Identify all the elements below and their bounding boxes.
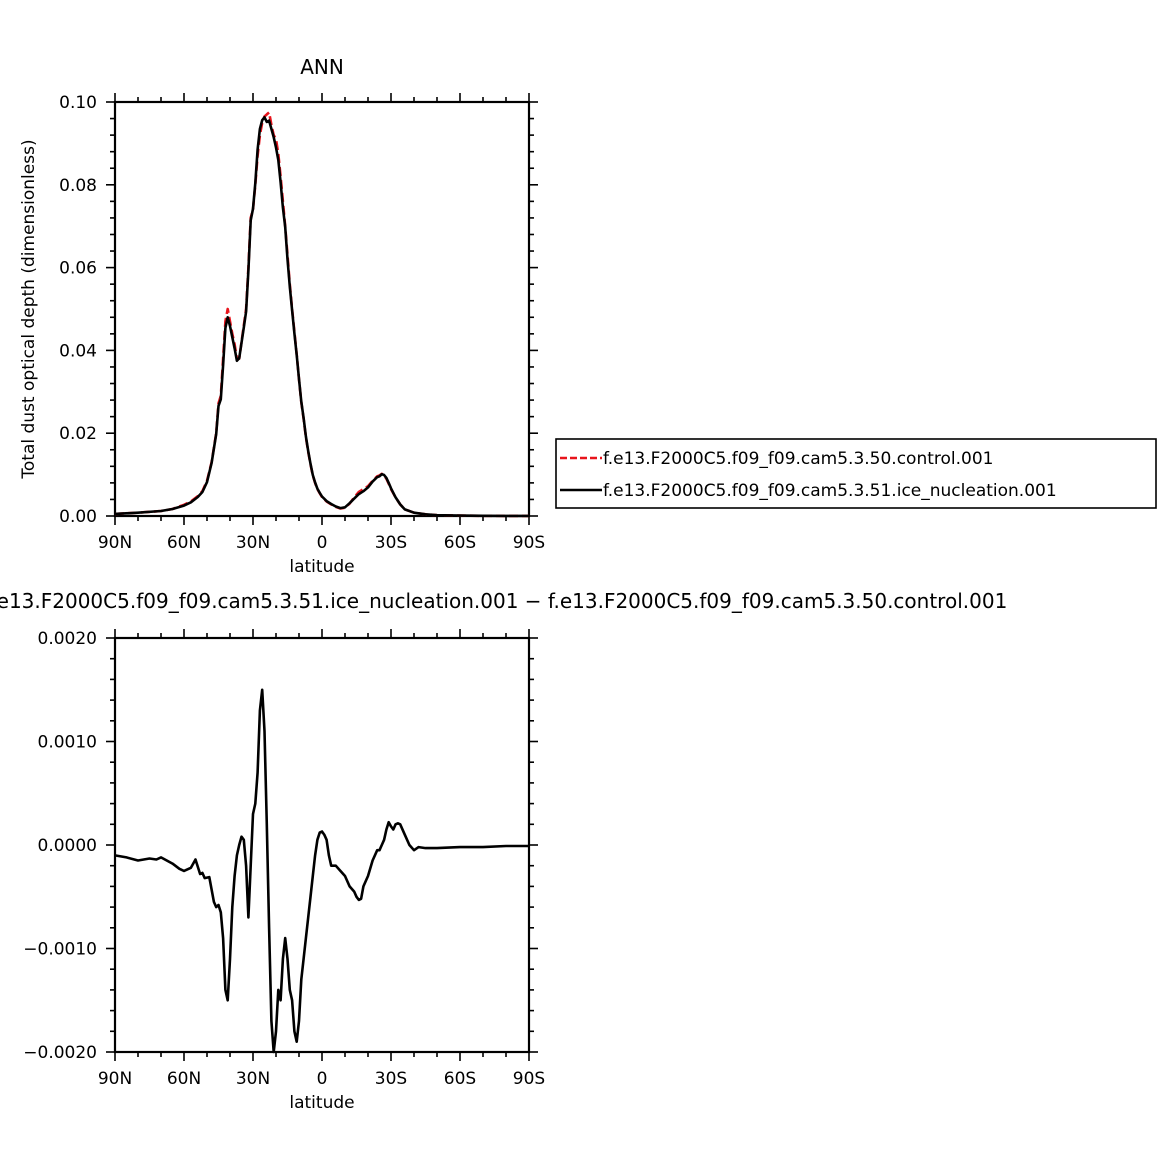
x-tick-label: 60N bbox=[167, 533, 201, 553]
chart-title: ANN bbox=[300, 55, 344, 79]
x-tick-label: 60S bbox=[444, 533, 476, 553]
y-tick-label: 0.0010 bbox=[38, 733, 97, 753]
x-tick-label: 30S bbox=[375, 533, 407, 553]
x-tick-label: 30N bbox=[236, 1069, 270, 1089]
x-tick-label: 90N bbox=[98, 1069, 132, 1089]
y-tick-label: 0.0020 bbox=[38, 629, 97, 649]
x-axis-label: latitude bbox=[289, 557, 354, 577]
series-line-1 bbox=[114, 116, 529, 518]
y-tick-label: 0.04 bbox=[59, 341, 97, 361]
x-tick-label: 30N bbox=[236, 533, 270, 553]
legend-label-0: f.e13.F2000C5.f09_f09.cam5.3.50.control.… bbox=[603, 449, 994, 469]
series-line-0 bbox=[114, 688, 529, 1054]
y-tick-label: 0.0000 bbox=[38, 836, 97, 856]
x-tick-label: 60S bbox=[444, 1069, 476, 1089]
chart-panel-top: 90N 60N 30N 0 30S 60S 90S 0.00 0.02 0.04 0.06 0.08 0… bbox=[19, 55, 545, 577]
x-tick-label: 90S bbox=[513, 1069, 545, 1089]
chart-panel-bottom: 90N 60N 30N 0 30S 60S 90S −0.0020 −0.0010 0.0000 0… bbox=[0, 589, 1007, 1113]
x-tick-label: 0 bbox=[317, 533, 328, 553]
series-line-0 bbox=[114, 111, 529, 518]
y-axis-label: Total dust optical depth (dimensionless) bbox=[19, 139, 39, 479]
chart-legend: f.e13.F2000C5.f09_f09.cam5.3.50.control.… bbox=[555, 438, 1157, 509]
plot-frame bbox=[113, 636, 531, 1054]
y-tick-label: 0.10 bbox=[59, 93, 97, 113]
x-axis-label: latitude bbox=[289, 1093, 354, 1113]
legend-box bbox=[555, 438, 1157, 509]
x-tick-label: 90S bbox=[513, 533, 545, 553]
y-tick-label: 0.08 bbox=[59, 176, 97, 196]
y-tick-label: 0.02 bbox=[59, 424, 97, 444]
y-tick-label: −0.0020 bbox=[23, 1043, 97, 1063]
x-tick-label: 30S bbox=[375, 1069, 407, 1089]
y-tick-label: 0.06 bbox=[59, 259, 97, 279]
y-tick-label: −0.0010 bbox=[23, 940, 97, 960]
y-tick-label: 0.00 bbox=[59, 507, 97, 527]
chart-title: f.e13.F2000C5.f09_f09.cam5.3.51.ice_nucl… bbox=[0, 589, 1007, 613]
x-tick-label: 60N bbox=[167, 1069, 201, 1089]
x-tick-label: 0 bbox=[317, 1069, 328, 1089]
x-tick-label: 90N bbox=[98, 533, 132, 553]
plot-frame bbox=[113, 100, 531, 518]
legend-label-1: f.e13.F2000C5.f09_f09.cam5.3.51.ice_nucl… bbox=[603, 481, 1057, 501]
